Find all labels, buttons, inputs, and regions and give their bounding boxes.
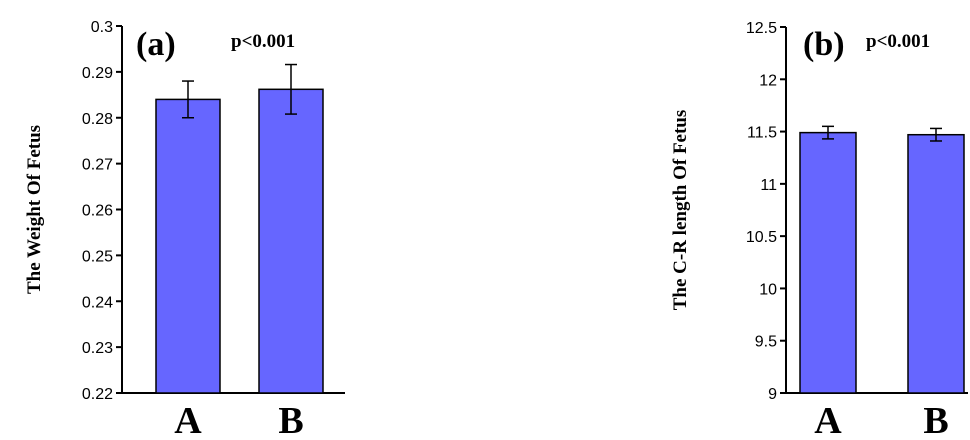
y-tick-label-a-5: 0.27 [82,157,113,174]
y-tick-label-b-0: 9 [768,386,777,403]
bar-b-B [907,133,965,394]
y-tick-label-a-0: 0.22 [82,386,113,403]
y-axis-label-a: The Weight Of Fetus [24,125,45,294]
y-tick-label-b-4: 11 [760,177,777,194]
y-axis-label-b: The C-R length Of Fetus [670,110,691,311]
category-label-b-B: B [923,400,948,440]
y-tick-label-a-4: 0.26 [82,203,113,220]
y-tick-label-b-5: 11.5 [747,125,777,142]
y-tick-label-b-2: 10 [759,281,777,298]
y-tick-label-a-2: 0.24 [82,294,113,311]
chart-panel-b: 9 9.5 10 10.5 11 11.5 12 12.5 A B The C-R length O… [670,20,968,440]
category-label-a-A: A [174,400,202,440]
y-tick-label-b-7: 12.5 [746,20,777,37]
p-value-annotation-b: p<0.001 [866,31,930,52]
p-value-annotation-a: p<0.001 [231,31,295,52]
y-tick-label-b-6: 12 [759,72,777,89]
y-tick-label-a-1: 0.23 [82,340,113,357]
category-label-a-B: B [278,400,303,440]
bar-b-A [799,131,857,394]
panel-label-a: (a) [136,26,176,63]
y-tick-label-a-6: 0.28 [82,111,113,128]
y-tick-label-a-3: 0.25 [82,248,113,265]
y-tick-label-a-8: 0.3 [91,19,113,36]
chart-panel-a: 0.22 0.23 0.24 0.25 0.26 0.27 0.28 0.29 0.3 A B The… [24,19,345,440]
category-label-b-A: A [814,400,842,440]
bar-a-A [155,98,221,394]
y-tick-label-b-3: 10.5 [746,229,777,246]
y-tick-label-a-7: 0.29 [82,65,113,82]
y-tick-label-b-1: 9.5 [755,334,777,351]
panel-label-b: (b) [803,26,845,63]
bar-a-B [258,88,324,394]
